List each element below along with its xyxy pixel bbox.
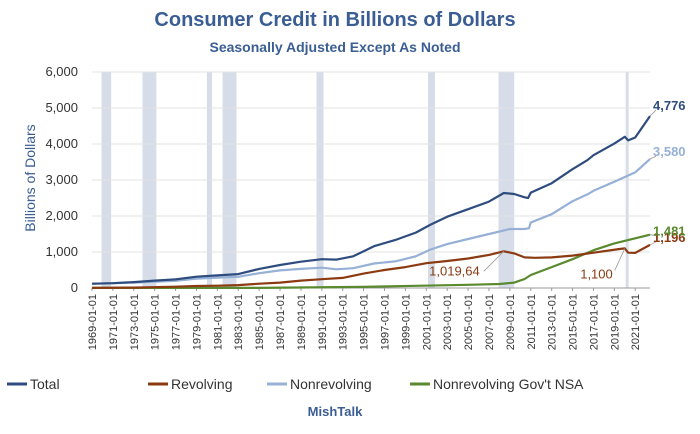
series-line-nonrevolving-gov-t-nsa (92, 233, 651, 289)
x-tick-label: 2013-01-01 (547, 294, 559, 350)
x-tick-label: 1997-01-01 (380, 294, 392, 350)
x-tick-label: 2005-01-01 (463, 294, 475, 350)
series-line-nonrevolving (91, 158, 651, 285)
chart-title: Consumer Credit in Billions of Dollars (154, 9, 515, 31)
y-tick-label: 0 (71, 280, 78, 295)
x-tick-label: 1985-01-01 (254, 294, 266, 350)
x-tick-label: 2007-01-01 (484, 294, 496, 350)
x-tick-label: 1993-01-01 (338, 294, 350, 350)
x-tick-label: 1983-01-01 (233, 294, 245, 350)
x-tick-label: 1999-01-01 (400, 294, 412, 350)
end-label-total: 4,776 (653, 98, 686, 113)
annotation-leader (483, 251, 505, 272)
end-label-leader (649, 241, 657, 246)
y-axis-ticks: 0 1,000 2,000 3,000 4,000 5,000 6,000 (45, 64, 78, 295)
x-tick-label: 2011-01-01 (526, 294, 538, 349)
legend-label-revolving: Revolving (171, 376, 232, 392)
x-tick-label: 1973-01-01 (129, 294, 141, 350)
legend-label-nonrevolving-govt: Nonrevolving Gov't NSA (433, 376, 584, 392)
y-tick-label: 4,000 (45, 136, 78, 151)
end-label-nonrevolving-gov-t-nsa: 1,481 (653, 224, 686, 239)
annotation-revolving-peak: 1,019,64 (429, 263, 480, 278)
series-line-revolving (91, 243, 651, 289)
x-tick-label: 1977-01-01 (171, 294, 183, 350)
end-label-leader (649, 109, 657, 117)
x-tick-label: 2017-01-01 (588, 294, 600, 350)
x-tick-label: 1969-01-01 (87, 294, 99, 350)
x-tick-label: 2003-01-01 (442, 294, 454, 350)
annotation-revolving-2020: 1,100 (580, 266, 613, 281)
end-label-leader (649, 155, 657, 160)
x-axis-ticks: 1969-01-01 1971-01-01 1973-01-01 1975-01-01… (87, 288, 642, 350)
y-tick-label: 3,000 (45, 172, 78, 187)
x-tick-label: 1975-01-01 (150, 294, 162, 350)
end-label-nonrevolving: 3,580 (653, 144, 686, 159)
chart-subtitle: Seasonally Adjusted Except As Noted (209, 39, 460, 55)
x-tick-label: 1989-01-01 (296, 294, 308, 350)
y-tick-label: 5,000 (45, 100, 78, 115)
gridlines (92, 71, 650, 289)
x-tick-label: 2015-01-01 (568, 294, 580, 350)
y-tick-label: 1,000 (45, 244, 78, 259)
end-label-revolving: 1,196 (653, 230, 686, 245)
y-tick-label: 2,000 (45, 208, 78, 223)
x-tick-label: 1971-01-01 (108, 294, 120, 350)
x-tick-label: 2021-01-01 (630, 294, 642, 350)
x-tick-label: 1995-01-01 (359, 294, 371, 350)
legend-label-nonrevolving: Nonrevolving (290, 376, 372, 392)
x-tick-label: 1991-01-01 (317, 294, 329, 350)
annotation-leader (614, 248, 626, 271)
series-line-total (91, 115, 651, 285)
x-tick-label: 2009-01-01 (505, 294, 517, 350)
end-label-leader (649, 234, 657, 237)
legend: Total Revolving Nonrevolving Nonrevolvin… (7, 376, 584, 392)
series-lines (91, 115, 651, 289)
x-tick-label: 2001-01-01 (421, 294, 433, 350)
legend-label-total: Total (30, 376, 60, 392)
y-axis-title: Billions of Dollars (22, 124, 38, 231)
x-tick-label: 1987-01-01 (275, 294, 287, 350)
x-tick-label: 1981-01-01 (212, 294, 224, 350)
source-label: MishTalk (308, 404, 363, 419)
data-labels: 4,776 1,196 3,580 1,481 1,019,64 1,100 (429, 98, 685, 281)
y-tick-label: 6,000 (45, 64, 78, 79)
x-tick-label: 2019-01-01 (609, 294, 621, 350)
x-tick-label: 1979-01-01 (191, 294, 203, 350)
